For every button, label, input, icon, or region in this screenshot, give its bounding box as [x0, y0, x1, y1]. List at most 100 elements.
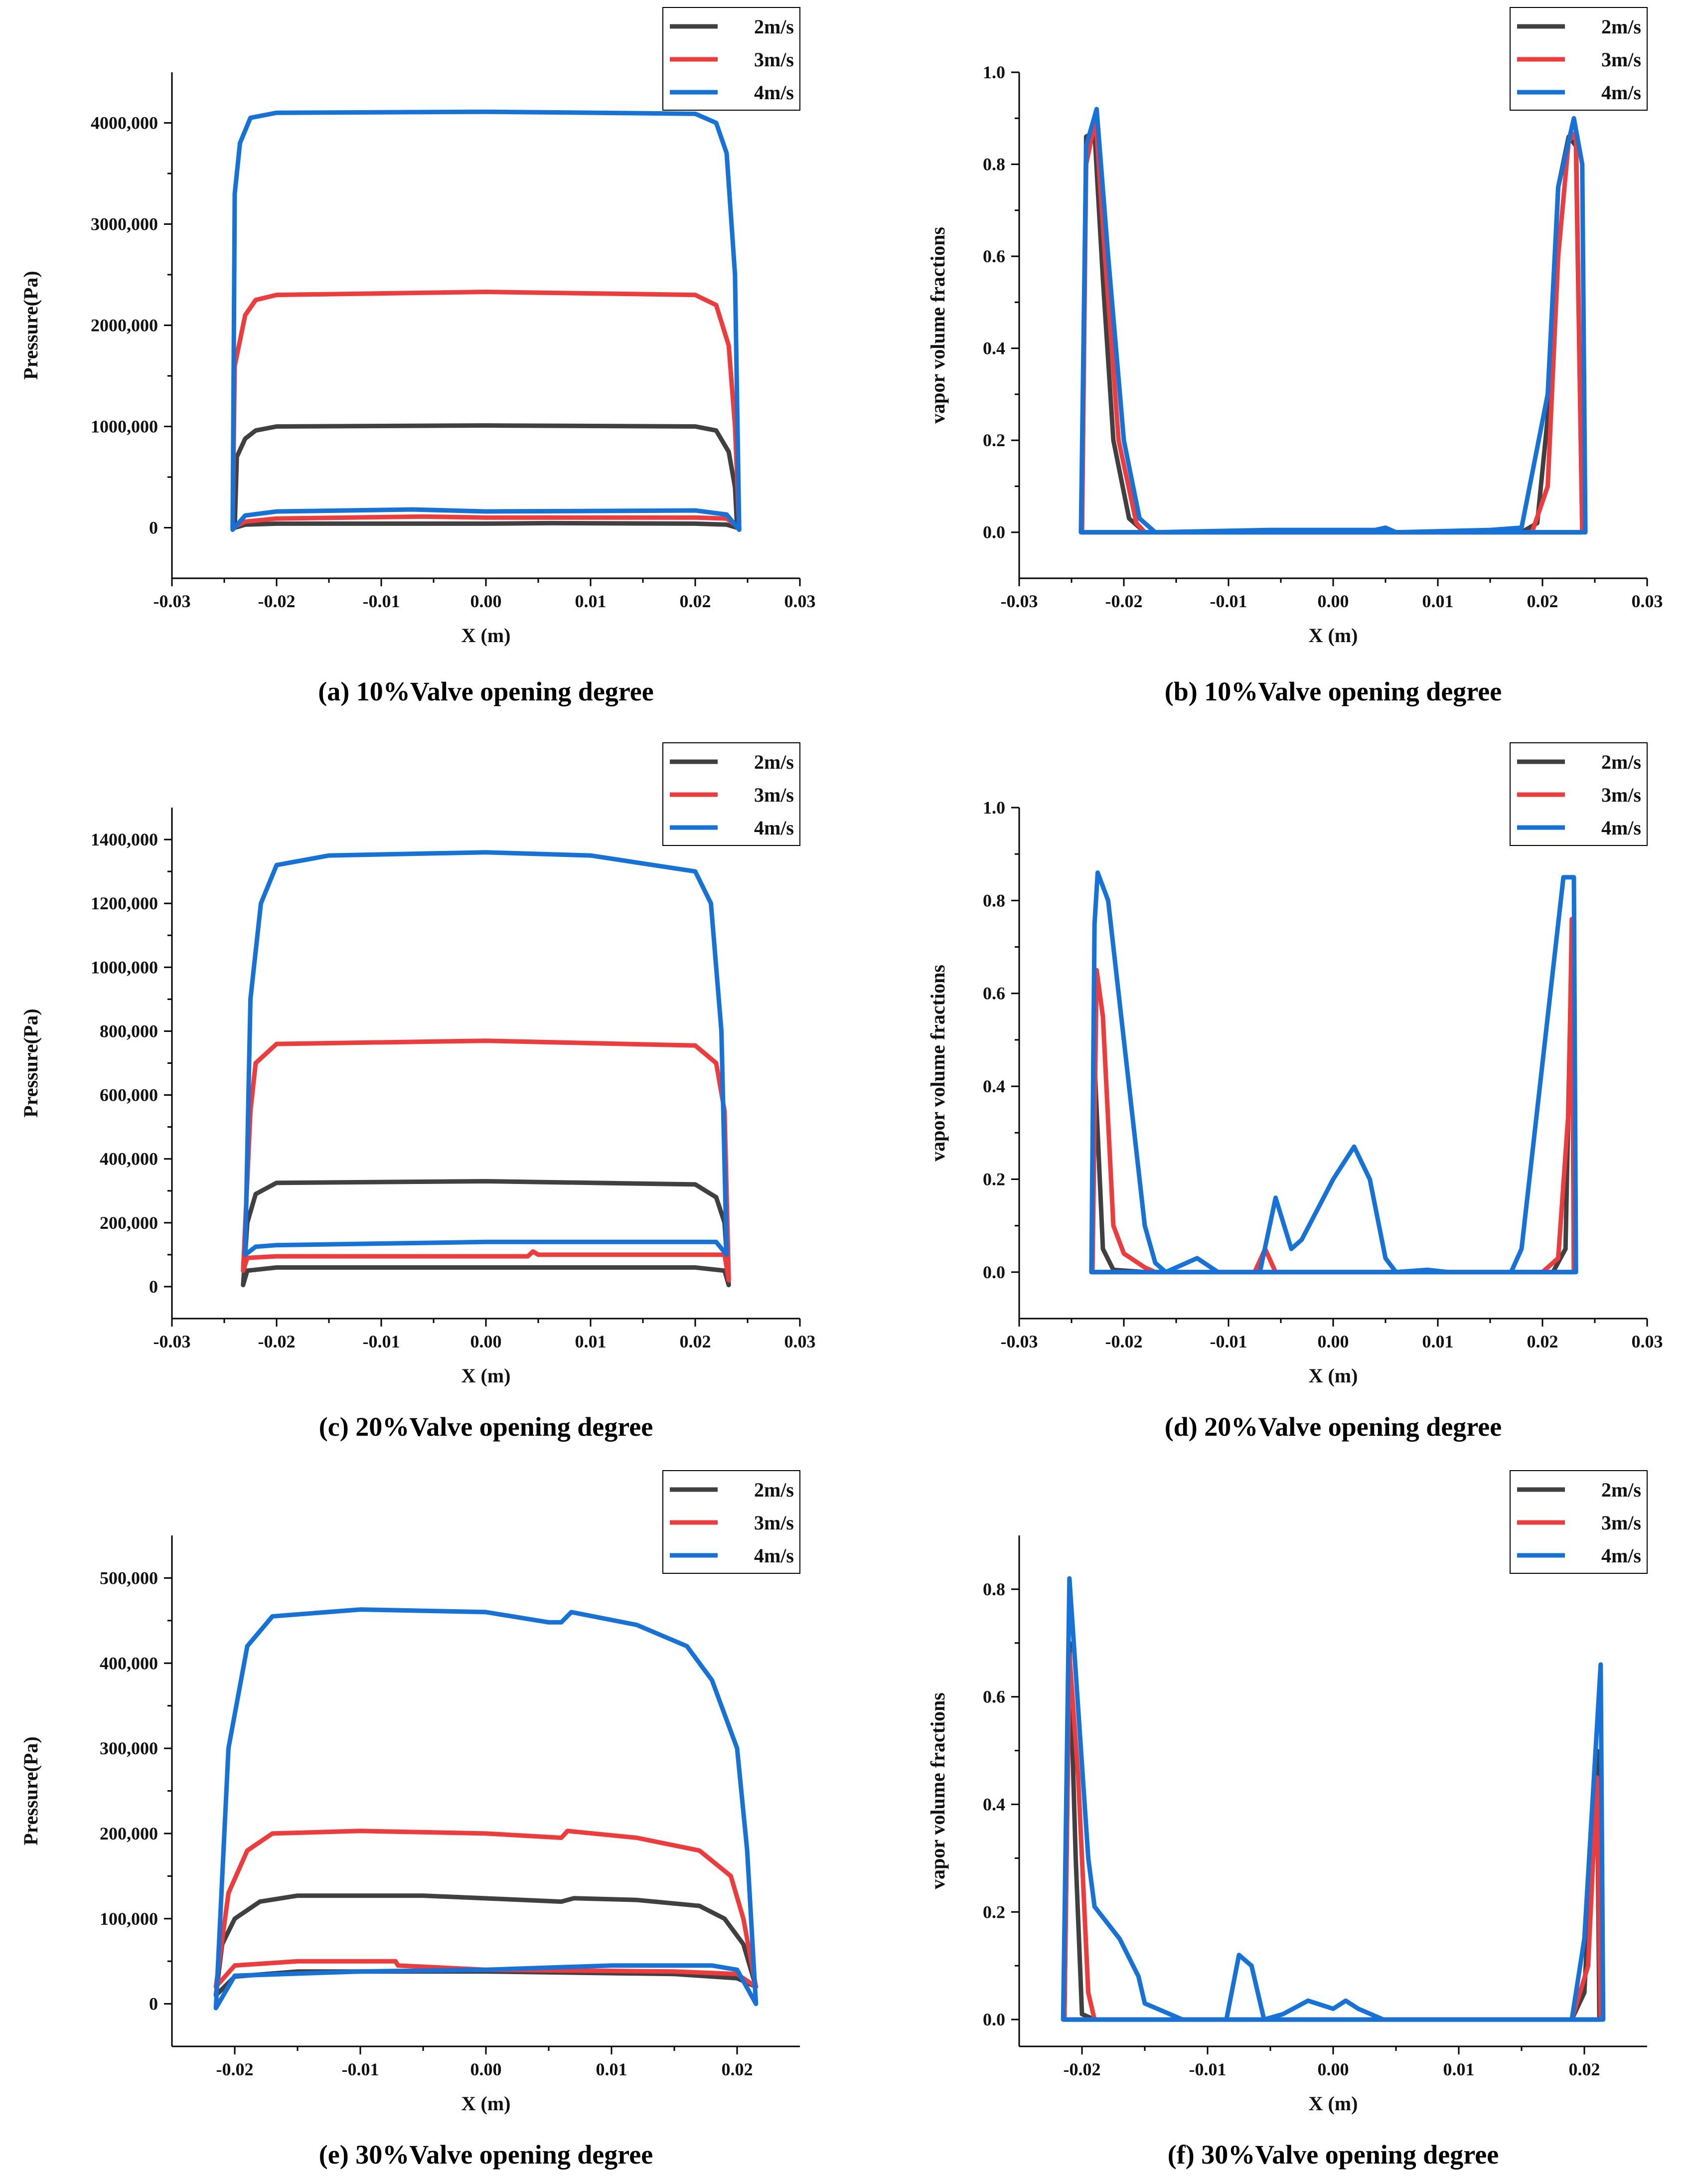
- y-tick-label: 400,000: [100, 1653, 158, 1673]
- panel-b: -0.03 -0.02 -0.01 0.00 0.01 0.02 0.03 0.0 0.2 0.4…: [926, 7, 1663, 706]
- y-axis-title: vapor volume fractions: [926, 227, 949, 424]
- series-line-4m-s: [213, 1607, 759, 2011]
- y-tick-label: 800,000: [100, 1021, 158, 1041]
- x-tick-label: 0.03: [1632, 591, 1663, 611]
- x-tick-label: -0.03: [1001, 1332, 1038, 1351]
- series-line-4m-s: [1078, 107, 1588, 535]
- legend-label-3m-s: 3m/s: [754, 1512, 794, 1534]
- series-line-2m-s: [1079, 130, 1585, 535]
- x-axis-title: X (m): [461, 624, 511, 647]
- x-tick-label: -0.01: [342, 2059, 379, 2079]
- y-tick-label: 0.0: [983, 522, 1005, 542]
- x-tick-label: 0.02: [680, 1332, 711, 1351]
- y-axis-title: Pressure(Pa): [19, 271, 42, 379]
- series-line-3m-s: [241, 1038, 731, 1283]
- series-line-4m-s: [1061, 1576, 1606, 2022]
- panel-caption: (e) 30%Valve opening degree: [319, 2140, 653, 2170]
- series-line-2m-s: [1090, 935, 1576, 1275]
- series-line-3m-s: [1079, 116, 1585, 535]
- x-tick-label: 0.00: [470, 2059, 502, 2079]
- x-tick-label: 0.00: [1318, 2059, 1349, 2079]
- x-tick-label: 0.03: [784, 1332, 816, 1351]
- y-tick-label: 0: [149, 1277, 158, 1297]
- x-tick-label: -0.03: [154, 1332, 191, 1351]
- y-tick-label: 600,000: [100, 1085, 158, 1105]
- panel-caption: (d) 20%Valve opening degree: [1165, 1412, 1502, 1442]
- y-tick-label: 0.2: [983, 1169, 1005, 1189]
- y-tick-label: 0.8: [983, 155, 1005, 174]
- x-tick-label: -0.02: [1105, 591, 1143, 611]
- legend-label-4m-s: 4m/s: [754, 1544, 794, 1567]
- y-tick-label: 0.6: [983, 984, 1005, 1004]
- x-tick-label: 0.02: [1527, 1332, 1558, 1351]
- y-tick-label: 1400,000: [91, 830, 158, 849]
- x-tick-label: 0.03: [1632, 1332, 1663, 1351]
- x-tick-label: -0.01: [1210, 1332, 1247, 1351]
- panel-f: -0.02 -0.01 0.00 0.01 0.02 0.0 0.2 0.4 0.6 0.8 X (…: [926, 1470, 1648, 2170]
- y-tick-label: 1000,000: [91, 417, 158, 437]
- x-tick-label: 0.00: [470, 1332, 502, 1351]
- panel-e: -0.02 -0.01 0.00 0.01 0.02 0 100,000 200,000 300…: [19, 1470, 800, 2170]
- legend-label-3m-s: 3m/s: [1601, 784, 1641, 806]
- x-axis-title: X (m): [461, 1364, 511, 1387]
- y-tick-label: 0.0: [983, 2010, 1005, 2029]
- y-tick-label: 200,000: [100, 1824, 158, 1844]
- series-line-4m-s: [243, 850, 729, 1257]
- y-axis-title: vapor volume fractions: [926, 965, 949, 1162]
- y-tick-label: 0.4: [983, 1794, 1005, 1814]
- series-line-2m-s: [1062, 1641, 1602, 2022]
- y-tick-label: 0.8: [983, 890, 1005, 910]
- y-tick-label: 0.4: [983, 338, 1005, 358]
- y-tick-label: 0: [149, 518, 158, 538]
- legend-label-3m-s: 3m/s: [1601, 48, 1641, 71]
- y-tick-label: 100,000: [100, 1909, 158, 1929]
- legend-label-2m-s: 2m/s: [754, 751, 794, 773]
- x-tick-label: -0.01: [1189, 2059, 1227, 2079]
- legend-label-3m-s: 3m/s: [1601, 1512, 1641, 1534]
- legend-label-4m-s: 4m/s: [1601, 81, 1641, 104]
- x-tick-label: -0.01: [1210, 591, 1247, 611]
- y-tick-label: 2000,000: [91, 316, 158, 336]
- y-tick-label: 0.2: [983, 430, 1005, 450]
- x-tick-label: -0.02: [1105, 1332, 1143, 1351]
- x-tick-label: 0.00: [1318, 1332, 1349, 1351]
- y-tick-label: 0.6: [983, 1687, 1005, 1707]
- x-tick-label: 0.01: [596, 2059, 627, 2079]
- series-line-2m-s: [241, 1179, 731, 1288]
- y-axis-title: vapor volume fractions: [926, 1692, 949, 1889]
- panel-caption: (a) 10%Valve opening degree: [318, 676, 653, 706]
- y-axis-title: Pressure(Pa): [19, 1008, 42, 1117]
- y-tick-label: 1.0: [983, 798, 1005, 818]
- y-tick-label: 1000,000: [91, 957, 158, 977]
- x-tick-label: 0.00: [470, 591, 502, 611]
- y-tick-label: 0.6: [983, 246, 1005, 266]
- x-tick-label: -0.02: [258, 1332, 296, 1351]
- x-tick-label: 0.03: [784, 591, 816, 611]
- series-line-2m-s: [232, 423, 740, 530]
- x-axis-title: X (m): [1309, 2092, 1358, 2115]
- x-tick-label: 0.02: [1527, 591, 1558, 611]
- x-tick-label: -0.03: [154, 591, 191, 611]
- y-tick-label: 4000,000: [91, 113, 158, 133]
- series-line-4m-s: [230, 109, 742, 532]
- legend-label-3m-s: 3m/s: [754, 784, 794, 806]
- x-axis-title: X (m): [461, 2092, 511, 2115]
- series-line-3m-s: [1062, 1651, 1603, 2022]
- panel-a: -0.03 -0.02 -0.01 0.00 0.01 0.02 0.03 0 1000,000…: [19, 7, 816, 706]
- x-tick-label: 0.01: [1443, 2059, 1475, 2079]
- x-tick-label: 0.01: [575, 591, 607, 611]
- legend-label-2m-s: 2m/s: [1601, 15, 1641, 38]
- x-axis-title: X (m): [1309, 624, 1358, 647]
- legend-label-4m-s: 4m/s: [1601, 1544, 1641, 1567]
- legend-label-3m-s: 3m/s: [754, 48, 794, 71]
- x-tick-label: 0.02: [722, 2059, 753, 2079]
- y-tick-label: 1200,000: [91, 893, 158, 913]
- y-tick-label: 0.8: [983, 1579, 1005, 1599]
- series-line-3m-s: [1090, 917, 1576, 1275]
- y-tick-label: 300,000: [100, 1738, 158, 1758]
- legend-label-2m-s: 2m/s: [754, 1479, 794, 1501]
- x-tick-label: -0.02: [1064, 2059, 1101, 2079]
- panel-c: -0.03 -0.02 -0.01 0.00 0.01 0.02 0.03 0 200,000 4…: [19, 742, 816, 1442]
- y-tick-label: 200,000: [100, 1213, 158, 1233]
